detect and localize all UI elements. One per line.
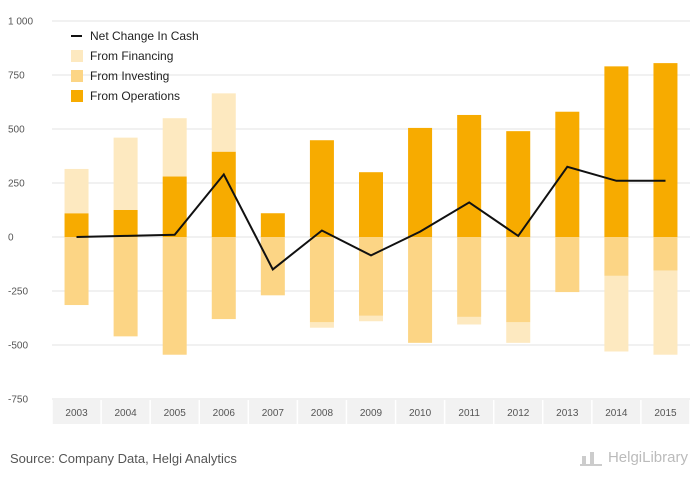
bars — [64, 63, 678, 355]
x-tick-label: 2004 — [114, 408, 137, 419]
legend-label: Net Change In Cash — [90, 29, 199, 43]
x-axis-band — [52, 400, 690, 424]
x-tick-label: 2008 — [311, 408, 334, 419]
bar-from-financing-2014 — [604, 275, 629, 352]
brand-name: HelgiLibrary — [607, 449, 688, 466]
bar-from-operations-2015 — [653, 63, 678, 238]
bar-from-investing-2015 — [653, 237, 678, 271]
bar-from-operations-2012 — [506, 131, 531, 237]
bar-from-investing-2011 — [457, 237, 482, 317]
y-tick-label: -500 — [8, 341, 28, 352]
bar-from-investing-2013 — [555, 237, 580, 293]
bar-from-investing-2009 — [359, 237, 383, 316]
bar-from-operations-2005 — [162, 176, 187, 237]
x-tick-label: 2003 — [65, 408, 88, 419]
bar-from-financing-2004 — [113, 137, 138, 210]
bar-from-operations-2011 — [457, 114, 482, 237]
y-tick-label: -750 — [8, 395, 28, 406]
bar-from-financing-2015 — [653, 270, 678, 355]
bar-from-investing-2003 — [64, 237, 89, 306]
bar-from-operations-2009 — [359, 172, 383, 237]
net-change-line — [76, 165, 666, 271]
bar-from-financing-2005 — [162, 118, 187, 177]
y-tick-label: -250 — [8, 287, 28, 298]
bar-from-operations-2010 — [408, 127, 433, 237]
library-icon — [579, 450, 602, 466]
bar-from-investing-2004 — [113, 237, 138, 337]
legend-swatch — [71, 50, 83, 62]
bar-from-financing-2003 — [64, 168, 89, 214]
x-tick-label: 2010 — [409, 408, 432, 419]
x-tick-label: 2005 — [164, 408, 187, 419]
x-tick-label: 2014 — [605, 408, 628, 419]
bar-from-operations-2003 — [64, 213, 89, 237]
bar-from-investing-2006 — [211, 237, 236, 320]
bar-from-operations-2014 — [604, 66, 629, 237]
x-tick-label: 2007 — [262, 408, 285, 419]
bar-from-investing-2008 — [309, 237, 334, 323]
brand-logo: HelgiLibrary — [579, 449, 688, 466]
x-tick-label: 2013 — [556, 408, 579, 419]
x-tick-label: 2015 — [654, 408, 677, 419]
legend-swatch — [71, 90, 83, 102]
bar-from-operations-2007 — [260, 213, 285, 237]
x-tick-label: 2011 — [458, 408, 480, 419]
bar-from-investing-2012 — [506, 237, 531, 323]
legend-swatch — [71, 70, 83, 82]
y-tick-label: 500 — [8, 125, 25, 136]
bar-from-financing-2012 — [506, 322, 531, 343]
bar-from-investing-2007 — [260, 237, 285, 296]
y-tick-label: 250 — [8, 179, 25, 190]
x-tick-label: 2012 — [507, 408, 530, 419]
chart: 1 000 750 500 250 0 -250 -500 -750 2003 2004 2005… — [8, 17, 691, 424]
y-axis-ticks: 1 000 750 500 250 0 -250 -500 -750 — [8, 17, 33, 406]
bar-from-financing-2011 — [457, 316, 482, 325]
bar-from-operations-2013 — [555, 111, 580, 237]
legend-label: From Financing — [90, 49, 173, 63]
legend-label: From Operations — [90, 89, 180, 103]
x-tick-label: 2006 — [213, 408, 236, 419]
bar-from-investing-2014 — [604, 237, 629, 276]
x-tick-label: 2009 — [360, 408, 383, 419]
y-tick-label: 1 000 — [8, 17, 33, 28]
bar-from-operations-2006 — [211, 151, 236, 237]
bar-from-operations-2004 — [113, 210, 138, 237]
bar-from-investing-2010 — [408, 237, 433, 343]
bar-from-financing-2008 — [309, 322, 334, 328]
x-axis: 2003 2004 2005 2006 2007 2008 2009 2010 2011 2012… — [51, 400, 691, 424]
bar-from-financing-2009 — [359, 315, 383, 322]
legend: Net Change In Cash From Financing From Inv… — [71, 29, 199, 103]
bar-from-operations-2008 — [309, 140, 334, 237]
bar-from-investing-2005 — [162, 237, 187, 355]
y-tick-label: 0 — [8, 233, 14, 244]
y-tick-label: 750 — [8, 71, 25, 82]
source-note: Source: Company Data, Helgi Analytics — [10, 451, 237, 466]
legend-label: From Investing — [90, 69, 169, 83]
bar-from-financing-2006 — [211, 93, 236, 152]
